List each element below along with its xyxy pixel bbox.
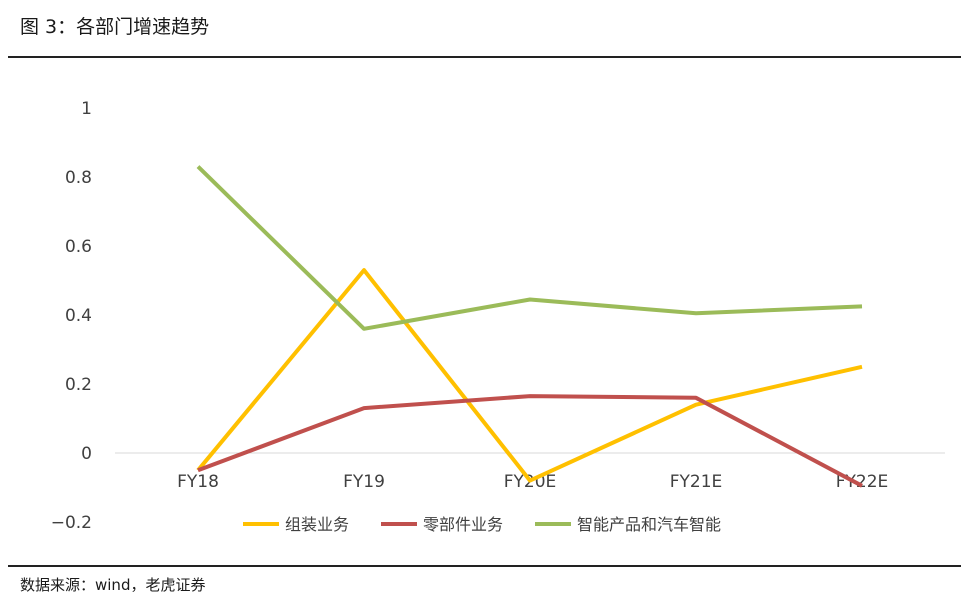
x-axis-ticks: FY18 FY19 FY20E FY21E FY22E [177, 472, 888, 492]
series-line-1 [197, 394, 863, 488]
y-tick-label: 0 [81, 444, 92, 464]
legend-label: 零部件业务 [423, 515, 503, 534]
x-tick-label: FY19 [343, 472, 385, 492]
y-tick-label: 0.4 [65, 306, 92, 326]
source-note: 数据来源：wind，老虎证券 [20, 576, 206, 594]
y-axis-ticks: 1 0.8 0.6 0.4 0.2 0 −0.2 [51, 99, 92, 533]
y-tick-label: 1 [81, 99, 92, 119]
series-line-0 [196, 268, 863, 483]
series-line-2 [196, 165, 863, 331]
figure-title: 图 3：各部门增速趋势 [20, 16, 210, 38]
y-tick-label: 0.8 [65, 168, 92, 188]
y-tick-label: 0.6 [65, 237, 92, 257]
y-tick-label: 0.2 [65, 375, 92, 395]
top-rule [8, 56, 961, 58]
x-tick-label: FY21E [670, 472, 723, 492]
series-lines [196, 165, 863, 488]
x-tick-label: FY18 [177, 472, 219, 492]
legend: 组装业务 零部件业务 智能产品和汽车智能 [243, 515, 721, 534]
bottom-rule [8, 565, 961, 567]
legend-label: 组装业务 [285, 515, 349, 534]
legend-label: 智能产品和汽车智能 [577, 515, 721, 534]
y-tick-label: −0.2 [51, 513, 92, 533]
